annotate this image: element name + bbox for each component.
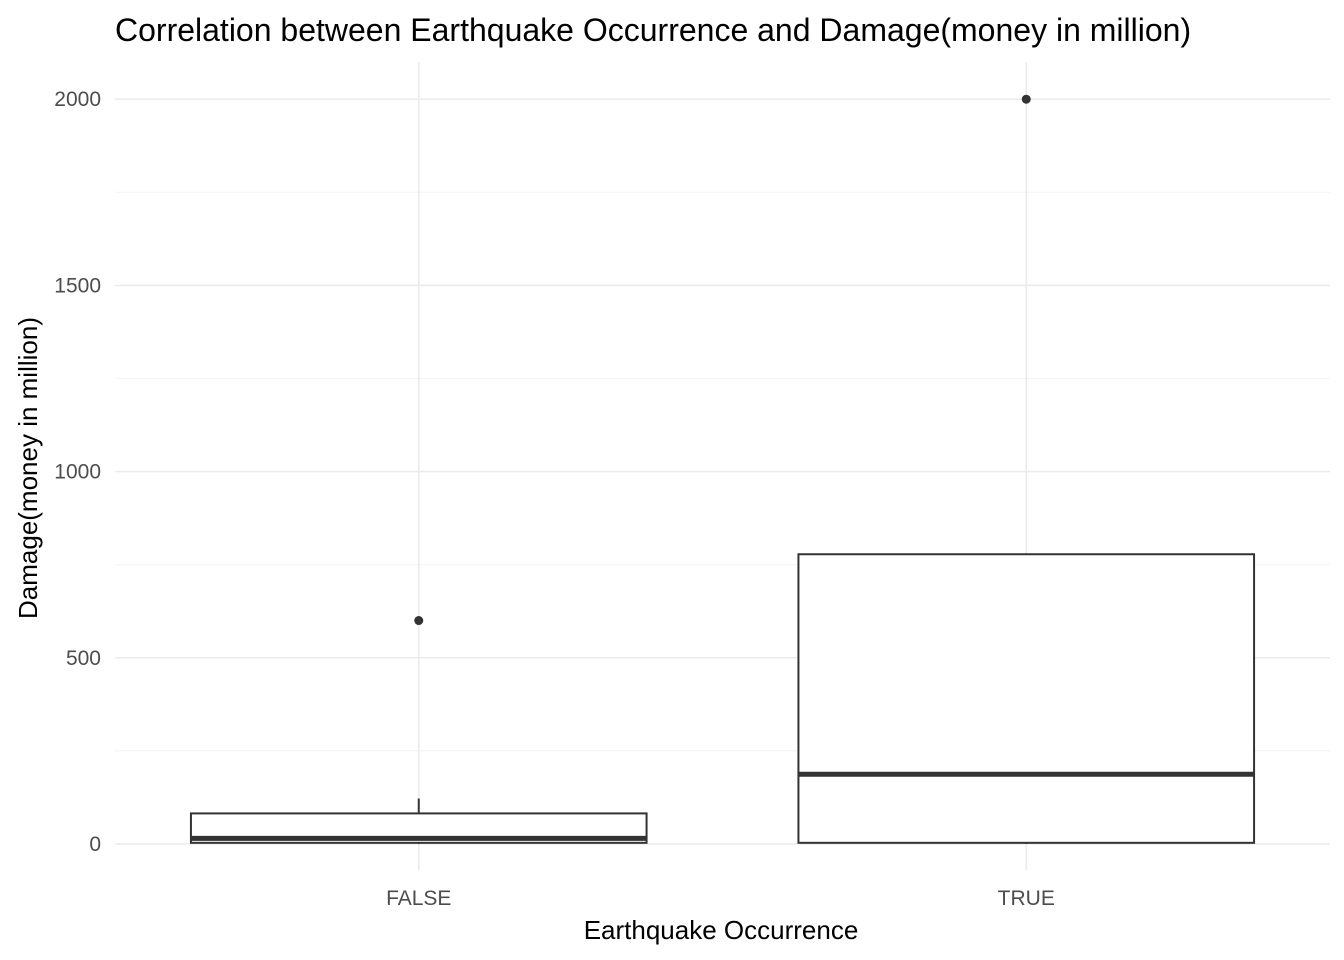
y-tick-label: 2000 <box>54 88 101 111</box>
boxplot-layer <box>189 94 1256 844</box>
y-tick-label: 1000 <box>54 461 101 484</box>
x-axis-tick-labels: FALSE TRUE <box>386 887 1055 910</box>
y-axis-title: Damage(money in million) <box>13 317 43 619</box>
y-tick-label: 500 <box>66 647 101 670</box>
x-axis-title: Earthquake Occurrence <box>584 915 859 945</box>
y-axis-tick-labels: 0 500 1000 1500 2000 <box>54 88 101 856</box>
outlier-point <box>1021 94 1031 104</box>
outlier-point <box>414 616 424 626</box>
box-iqr <box>797 553 1256 844</box>
chart-title: Correlation between Earthquake Occurrenc… <box>115 12 1191 48</box>
x-tick-label: TRUE <box>998 887 1055 910</box>
major-gridlines <box>115 62 1330 870</box>
y-tick-label: 1500 <box>54 274 101 297</box>
x-tick-label: FALSE <box>386 887 451 910</box>
y-tick-label: 0 <box>89 833 101 856</box>
